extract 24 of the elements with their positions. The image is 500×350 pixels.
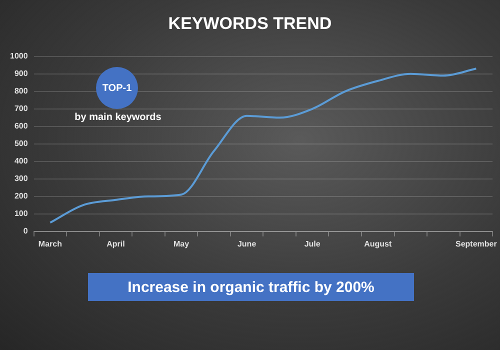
x-tick-label: April [106, 239, 125, 248]
y-tick-label: 100 [14, 209, 28, 218]
x-tick-label: September [456, 239, 497, 248]
y-tick-label: 500 [14, 139, 28, 148]
annotation: by main keywords [74, 112, 162, 123]
chart-title: KEYWORDS TREND [168, 14, 332, 33]
x-tick-label: March [38, 239, 62, 248]
x-tick-label: June [237, 239, 257, 248]
y-tick-label: 700 [14, 104, 28, 114]
x-tick-label: August [364, 239, 392, 248]
y-tick-label: 300 [14, 174, 28, 184]
circle-badge: TOP-1 [96, 67, 138, 109]
x-tick-label: May [173, 239, 190, 248]
x-tick-label: Jule [304, 239, 321, 248]
y-tick-label: 400 [14, 156, 28, 166]
text: Increase in organic traffic by 200% [128, 278, 374, 296]
y-tick-label: 600 [14, 122, 28, 131]
y-tick-label: 800 [14, 86, 28, 96]
y-tick-label: 900 [14, 69, 28, 78]
annotation: TOP-1 [102, 82, 132, 94]
y-tick-label: 0 [23, 226, 28, 236]
y-tick-label: 200 [14, 192, 28, 201]
y-tick-label: 1000 [10, 52, 28, 61]
line-series [49, 68, 478, 224]
